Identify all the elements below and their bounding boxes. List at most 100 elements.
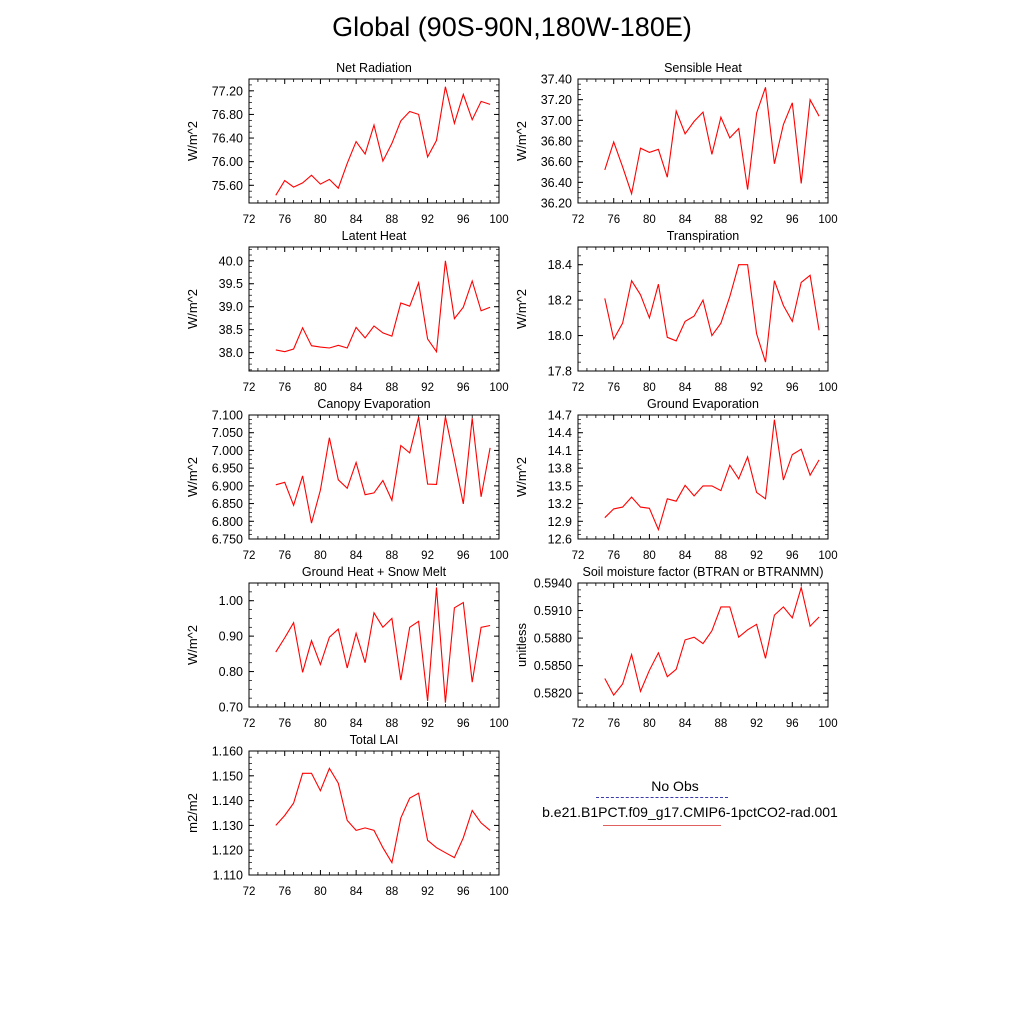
plot-frame (248, 414, 500, 540)
series-line (604, 419, 820, 532)
y-tick-label: 1.110 (213, 869, 243, 883)
series-line (275, 767, 491, 865)
x-tick-label: 100 (489, 214, 508, 226)
x-tick-label: 76 (607, 382, 620, 394)
y-tick-label: 38.0 (219, 346, 243, 360)
y-tick-label: 36.60 (541, 155, 572, 169)
series-line (604, 87, 820, 196)
x-tick-label: 72 (243, 550, 256, 562)
y-tick-label: 7.000 (212, 444, 243, 458)
x-tick-label: 100 (818, 214, 837, 226)
x-tick-label: 92 (421, 718, 434, 730)
y-tick-label: 76.40 (212, 132, 243, 146)
y-tick-label: 37.20 (541, 93, 572, 107)
x-tick-label: 84 (679, 214, 692, 226)
y-axis-label: W/m^2 (185, 289, 200, 329)
y-tick-label: 6.850 (212, 497, 243, 511)
y-axis-label: W/m^2 (514, 121, 529, 161)
x-tick-label: 92 (421, 382, 434, 394)
y-tick-label: 13.2 (548, 497, 572, 511)
x-tick-label: 96 (786, 214, 799, 226)
y-tick-label: 7.100 (212, 409, 243, 423)
x-tick-label: 76 (607, 214, 620, 226)
x-tick-label: 92 (750, 214, 763, 226)
figure-title: Global (90S-90N,180W-180E) (332, 12, 692, 42)
y-tick-label: 18.0 (548, 329, 572, 343)
panel-3: Latent Heat W/m^2 72 76 80 84 88 92 96 100 38.0 38.… (185, 229, 509, 394)
y-axis-label: W/m^2 (185, 457, 200, 497)
x-tick-label: 96 (457, 550, 470, 562)
x-tick-label: 92 (421, 886, 434, 898)
x-tick-label: 84 (679, 382, 692, 394)
y-axis-label: W/m^2 (185, 121, 200, 161)
panel-8: Soil moisture factor (BTRAN or BTRANMN) u… (514, 565, 838, 730)
series-line (275, 260, 491, 354)
x-tick-label: 80 (314, 214, 327, 226)
x-tick-label: 88 (385, 886, 398, 898)
x-tick-label: 92 (750, 382, 763, 394)
x-tick-label: 80 (643, 214, 656, 226)
panel-2: Sensible Heat W/m^2 72 76 80 84 88 92 96 100 36.20… (514, 61, 838, 226)
y-tick-label: 13.8 (548, 462, 572, 476)
y-tick-label: 1.120 (212, 844, 243, 858)
y-tick-label: 39.5 (219, 277, 243, 291)
plot-frame (577, 582, 829, 708)
panel-title: Transpiration (667, 229, 740, 243)
x-tick-label: 96 (786, 718, 799, 730)
y-tick-label: 1.160 (212, 745, 243, 759)
x-tick-label: 96 (457, 718, 470, 730)
x-tick-label: 76 (278, 382, 291, 394)
y-tick-label: 6.900 (212, 479, 243, 493)
panel-5: Canopy Evaporation W/m^2 72 76 80 84 88 92 96 100… (185, 397, 509, 562)
y-tick-label: 40.0 (219, 254, 243, 268)
plot-frame (577, 414, 829, 540)
plot-frame (248, 78, 500, 204)
x-tick-label: 76 (278, 550, 291, 562)
plot-frame (577, 246, 829, 372)
y-tick-label: 7.050 (212, 426, 243, 440)
y-tick-label: 0.80 (219, 665, 243, 679)
y-tick-label: 6.800 (212, 515, 243, 529)
panel-title: Ground Evaporation (647, 397, 759, 411)
x-tick-label: 80 (643, 550, 656, 562)
x-tick-label: 92 (421, 550, 434, 562)
x-tick-label: 84 (679, 718, 692, 730)
y-tick-label: 0.5940 (534, 577, 572, 591)
y-axis-label: m2/m2 (185, 793, 200, 833)
x-tick-label: 84 (350, 718, 363, 730)
y-axis-label: W/m^2 (514, 457, 529, 497)
x-tick-label: 88 (385, 214, 398, 226)
x-tick-label: 84 (350, 550, 363, 562)
x-tick-label: 72 (572, 382, 585, 394)
panel-title: Latent Heat (342, 229, 407, 243)
panel-6: Ground Evaporation W/m^2 72 76 80 84 88 92 96 100… (514, 397, 838, 562)
plot-frame (248, 582, 500, 708)
y-tick-label: 13.5 (548, 479, 572, 493)
series-line (275, 86, 491, 196)
x-tick-label: 72 (243, 886, 256, 898)
y-axis-label: unitless (514, 622, 529, 667)
legend: No Obs b.e21.B1PCT.f09_g17.CMIP6-1pctCO2… (530, 778, 850, 826)
y-tick-label: 0.5820 (534, 687, 572, 701)
x-tick-label: 96 (786, 550, 799, 562)
series-line (275, 587, 491, 703)
x-tick-label: 80 (314, 382, 327, 394)
y-tick-label: 77.20 (212, 84, 243, 98)
panel-title: Sensible Heat (664, 61, 742, 75)
y-tick-label: 37.00 (541, 114, 572, 128)
y-tick-label: 0.70 (219, 701, 243, 715)
legend-model-line (603, 825, 721, 826)
x-tick-label: 76 (607, 718, 620, 730)
x-tick-label: 72 (243, 382, 256, 394)
y-tick-label: 12.9 (548, 515, 572, 529)
y-tick-label: 36.40 (541, 176, 572, 190)
plot-frame (577, 78, 829, 204)
y-tick-label: 0.5880 (534, 632, 572, 646)
x-tick-label: 80 (314, 550, 327, 562)
x-tick-label: 76 (278, 214, 291, 226)
panel-title: Net Radiation (336, 61, 412, 75)
legend-obs-label: No Obs (651, 778, 699, 794)
panel-title: Ground Heat + Snow Melt (302, 565, 447, 579)
x-tick-label: 88 (385, 718, 398, 730)
